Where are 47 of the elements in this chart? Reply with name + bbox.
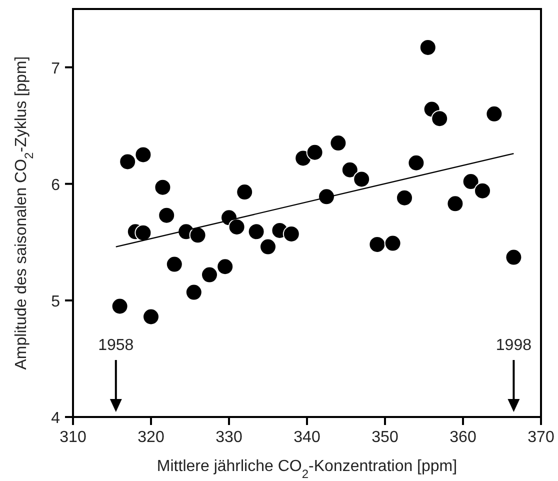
point xyxy=(119,153,136,170)
point xyxy=(282,225,300,242)
y-tick-label: 7 xyxy=(51,60,60,78)
point xyxy=(462,173,480,190)
point xyxy=(236,184,254,201)
x-tick-label: 330 xyxy=(216,429,242,446)
annotation: 1958 xyxy=(98,337,134,354)
point xyxy=(158,206,176,224)
point xyxy=(330,134,347,152)
point xyxy=(216,258,234,276)
point xyxy=(419,38,436,56)
point xyxy=(431,110,448,128)
x-tick-label: 340 xyxy=(294,429,320,446)
point xyxy=(142,308,160,326)
x-axis-title: Mittlere jährliche CO$_{2}$-Konzentration [ppm] xyxy=(156,458,458,481)
y-tick-label: 4 xyxy=(51,410,60,427)
point xyxy=(185,284,202,301)
point xyxy=(384,234,402,252)
annotation: 1998 xyxy=(496,337,532,354)
point xyxy=(486,105,503,122)
x-tick-label: 360 xyxy=(450,429,476,446)
point xyxy=(408,154,425,172)
y-tick-label: 5 xyxy=(51,293,60,310)
point xyxy=(111,298,128,315)
y-tick-label: 6 xyxy=(51,176,60,194)
x-tick-label: 310 xyxy=(60,429,86,446)
point xyxy=(134,224,152,242)
point xyxy=(306,144,324,161)
point xyxy=(396,189,413,206)
point xyxy=(248,223,265,240)
x-tick-label: 350 xyxy=(372,429,398,446)
x-tick-label: 320 xyxy=(138,429,164,446)
point xyxy=(134,146,152,164)
point xyxy=(189,226,206,244)
point xyxy=(474,182,491,200)
point xyxy=(154,178,172,196)
x-tick-label: 370 xyxy=(528,429,554,446)
point xyxy=(318,188,335,206)
point xyxy=(228,218,246,236)
point xyxy=(446,195,464,212)
point xyxy=(368,236,386,253)
point xyxy=(353,170,370,188)
point xyxy=(166,256,183,273)
point xyxy=(341,161,358,178)
point xyxy=(201,266,218,284)
point xyxy=(505,248,522,266)
point xyxy=(260,238,276,256)
